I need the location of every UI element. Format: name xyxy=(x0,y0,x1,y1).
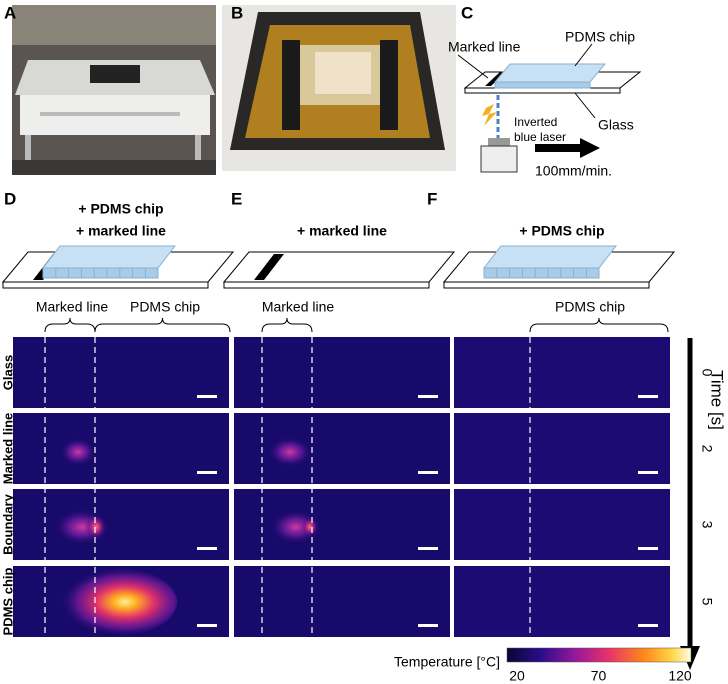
region-label: Marked line xyxy=(262,299,335,315)
label: blue laser xyxy=(514,130,566,144)
heat-spot xyxy=(60,438,96,466)
thermal-image xyxy=(454,413,670,484)
scale-bar xyxy=(638,547,658,550)
scale-bar xyxy=(638,471,658,474)
time-tick: 0 xyxy=(699,369,715,377)
pdms-chip-top xyxy=(41,245,177,269)
brace xyxy=(261,317,313,333)
label: Marked line xyxy=(448,39,521,55)
heat-spot xyxy=(86,515,106,539)
brace xyxy=(94,317,231,333)
glass-edge xyxy=(223,281,430,289)
colorbar-label: Temperature [°C] xyxy=(394,654,500,670)
glass-edge xyxy=(443,281,650,289)
time-tick: 3 xyxy=(699,521,715,529)
thermal-image xyxy=(234,413,450,484)
scale-bar xyxy=(197,471,217,474)
colorbar-tick: 120 xyxy=(668,668,692,684)
region-label: PDMS chip xyxy=(555,299,625,315)
row-label: PDMS chip xyxy=(0,567,15,635)
thermal-image xyxy=(234,489,450,560)
column-title: + PDMS chip xyxy=(78,201,163,217)
marked-line xyxy=(254,254,284,280)
row-label: Glass xyxy=(0,355,15,390)
panel-letter: E xyxy=(231,189,242,208)
scale-bar xyxy=(638,395,658,398)
region-label: Marked line xyxy=(36,299,109,315)
label: PDMS chip xyxy=(565,29,635,45)
scale-bar xyxy=(197,624,217,627)
time-tick: 5 xyxy=(699,598,715,606)
pdms-chip-front xyxy=(42,267,159,279)
thermal-image xyxy=(13,413,229,484)
brace xyxy=(529,317,669,333)
scale-bar xyxy=(418,471,438,474)
label: 100mm/min. xyxy=(535,163,612,179)
scale-bar xyxy=(638,624,658,627)
column-title: + marked line xyxy=(297,223,387,239)
panel-letter: B xyxy=(231,3,243,22)
photo-b xyxy=(222,5,456,171)
row-label: Boundary xyxy=(0,493,15,554)
panel-letter: C xyxy=(461,3,473,22)
photo-a xyxy=(12,5,216,175)
thermal-image xyxy=(234,337,450,408)
column-title: + PDMS chip xyxy=(519,223,604,239)
heat-spot xyxy=(268,437,312,467)
thermal-image xyxy=(454,566,670,637)
time-tick: 2 xyxy=(699,445,715,453)
scale-bar xyxy=(418,624,438,627)
brace xyxy=(44,317,96,333)
glass-edge xyxy=(2,281,209,289)
pdms-chip-front xyxy=(483,267,600,279)
row-label: Marked line xyxy=(0,413,15,485)
region-label: PDMS chip xyxy=(130,299,200,315)
scale-bar xyxy=(418,547,438,550)
heat-spot xyxy=(302,517,318,537)
colorbar-tick: 20 xyxy=(509,668,525,684)
colorbar xyxy=(506,647,692,663)
label: Inverted xyxy=(514,115,557,129)
scale-bar xyxy=(197,547,217,550)
pdms-chip-top xyxy=(482,245,618,269)
thermal-image xyxy=(13,337,229,408)
thermal-image xyxy=(13,489,229,560)
panel-letter: A xyxy=(4,3,16,22)
column-title: + marked line xyxy=(76,223,166,239)
time-label: Time [s] xyxy=(708,370,727,430)
panel-letter: D xyxy=(4,189,16,208)
panel-letter: F xyxy=(427,189,437,208)
scale-bar xyxy=(197,395,217,398)
thermal-image xyxy=(234,566,450,637)
heat-spot xyxy=(47,567,177,637)
schematic-c xyxy=(457,43,642,173)
scale-bar xyxy=(418,395,438,398)
label: Glass xyxy=(598,117,634,133)
thermal-image xyxy=(454,489,670,560)
colorbar-tick: 70 xyxy=(591,668,607,684)
thermal-image xyxy=(454,337,670,408)
